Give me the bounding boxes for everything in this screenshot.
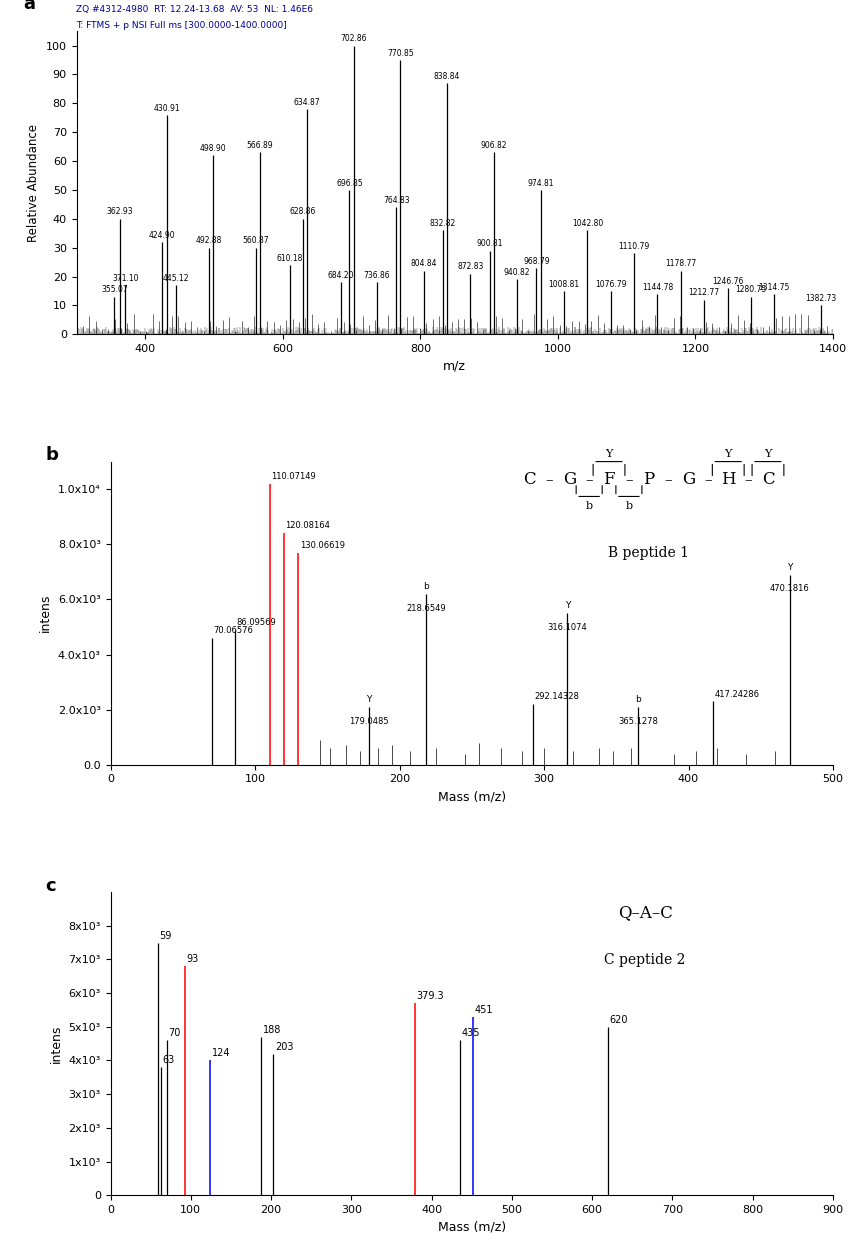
Text: 1280.75: 1280.75 (735, 285, 767, 294)
Text: 1382.73: 1382.73 (806, 294, 836, 303)
Text: b: b (586, 500, 592, 510)
Text: F: F (604, 472, 615, 488)
Text: Y: Y (787, 563, 792, 571)
Text: 620: 620 (609, 1015, 628, 1025)
Text: G: G (563, 472, 575, 488)
Text: b: b (626, 500, 632, 510)
Text: 203: 203 (275, 1042, 293, 1052)
Text: 188: 188 (263, 1025, 281, 1035)
Text: 702.86: 702.86 (340, 35, 367, 44)
Text: b: b (423, 583, 429, 591)
Text: ZQ #4312-4980  RT: 12.24-13.68  AV: 53  NL: 1.46E6: ZQ #4312-4980 RT: 12.24-13.68 AV: 53 NL:… (76, 5, 314, 15)
Text: 1314.75: 1314.75 (759, 283, 790, 291)
Text: Y: Y (605, 448, 613, 458)
Text: C: C (762, 472, 774, 488)
X-axis label: m/z: m/z (444, 360, 466, 372)
Text: 218.6549: 218.6549 (406, 604, 446, 613)
Text: Q–A–C: Q–A–C (618, 904, 672, 921)
Text: 1246.76: 1246.76 (712, 276, 743, 286)
Text: 430.91: 430.91 (153, 103, 180, 112)
Text: b: b (46, 447, 59, 464)
Text: 424.90: 424.90 (149, 230, 176, 239)
Text: c: c (46, 876, 56, 895)
Text: 417.24286: 417.24286 (715, 690, 760, 698)
Text: 900.81: 900.81 (477, 239, 503, 248)
Text: 470.1816: 470.1816 (770, 584, 810, 593)
Text: Y: Y (724, 448, 732, 458)
Text: 70: 70 (168, 1028, 181, 1038)
Text: –: – (745, 473, 752, 487)
Text: 435: 435 (462, 1028, 479, 1038)
Text: 610.18: 610.18 (276, 254, 303, 263)
Text: 770.85: 770.85 (387, 49, 414, 57)
Text: 365.1278: 365.1278 (618, 717, 658, 726)
Text: 940.82: 940.82 (504, 268, 530, 278)
Text: 804.84: 804.84 (411, 259, 437, 269)
Text: 86.09569: 86.09569 (236, 618, 276, 627)
Text: 968.79: 968.79 (523, 256, 550, 265)
Text: 70.06576: 70.06576 (213, 626, 253, 635)
Text: 974.81: 974.81 (527, 178, 554, 188)
Text: 59: 59 (160, 930, 172, 940)
X-axis label: Mass (m/z): Mass (m/z) (438, 1220, 506, 1234)
Text: 498.90: 498.90 (200, 144, 227, 153)
Text: 1042.80: 1042.80 (572, 219, 603, 228)
Text: 371.10: 371.10 (112, 274, 139, 283)
Text: 93: 93 (187, 954, 199, 964)
Text: P: P (643, 472, 654, 488)
Text: 355.07: 355.07 (101, 285, 128, 294)
Text: 1008.81: 1008.81 (548, 280, 580, 289)
Text: 130.06619: 130.06619 (300, 540, 345, 550)
Y-axis label: intens: intens (39, 594, 52, 632)
Text: 316.1074: 316.1074 (547, 622, 587, 631)
Text: b: b (635, 695, 641, 705)
Text: 566.89: 566.89 (246, 141, 274, 151)
Text: –: – (625, 473, 632, 487)
Text: 736.86: 736.86 (364, 271, 390, 280)
Text: –: – (586, 473, 593, 487)
Text: 379.3: 379.3 (416, 991, 445, 1001)
Text: 492.88: 492.88 (196, 237, 223, 245)
Text: 764.83: 764.83 (382, 195, 410, 205)
Text: 124: 124 (212, 1048, 230, 1058)
Text: 362.93: 362.93 (106, 208, 133, 217)
Text: C: C (524, 472, 536, 488)
Y-axis label: intens: intens (50, 1025, 63, 1063)
Text: 292.14328: 292.14328 (534, 692, 579, 701)
Text: 696.85: 696.85 (336, 178, 363, 188)
Text: Y: Y (564, 601, 570, 610)
Text: 906.82: 906.82 (480, 141, 507, 151)
Text: 634.87: 634.87 (293, 98, 320, 107)
Text: 684.20: 684.20 (327, 271, 354, 280)
Text: Y: Y (764, 448, 772, 458)
Text: 445.12: 445.12 (163, 274, 190, 283)
Text: 838.84: 838.84 (434, 72, 460, 81)
Text: 1144.78: 1144.78 (642, 283, 673, 291)
Y-axis label: Relative Abundance: Relative Abundance (27, 123, 40, 242)
Text: a: a (24, 0, 36, 12)
Text: –: – (665, 473, 672, 487)
Text: 110.07149: 110.07149 (271, 472, 315, 481)
Text: 832.82: 832.82 (430, 219, 456, 228)
Text: 1076.79: 1076.79 (595, 280, 626, 289)
Text: B peptide 1: B peptide 1 (609, 547, 689, 560)
Text: –: – (705, 473, 712, 487)
Text: 1110.79: 1110.79 (619, 242, 649, 251)
Text: 1212.77: 1212.77 (688, 289, 720, 298)
Text: Y: Y (366, 695, 372, 705)
Text: T: FTMS + p NSI Full ms [300.0000-1400.0000]: T: FTMS + p NSI Full ms [300.0000-1400.0… (76, 20, 287, 30)
X-axis label: Mass (m/z): Mass (m/z) (438, 791, 506, 803)
Text: 560.87: 560.87 (242, 237, 269, 245)
Text: 1178.77: 1178.77 (666, 259, 696, 269)
Text: G: G (682, 472, 695, 488)
Text: –: – (546, 473, 553, 487)
Text: 628.86: 628.86 (290, 208, 316, 217)
Text: 179.0485: 179.0485 (349, 717, 389, 726)
Text: C peptide 2: C peptide 2 (604, 952, 686, 966)
Text: 451: 451 (474, 1005, 493, 1015)
Text: 63: 63 (162, 1056, 175, 1066)
Text: H: H (721, 472, 735, 488)
Text: 120.08164: 120.08164 (286, 522, 331, 530)
Text: 872.83: 872.83 (457, 263, 484, 271)
